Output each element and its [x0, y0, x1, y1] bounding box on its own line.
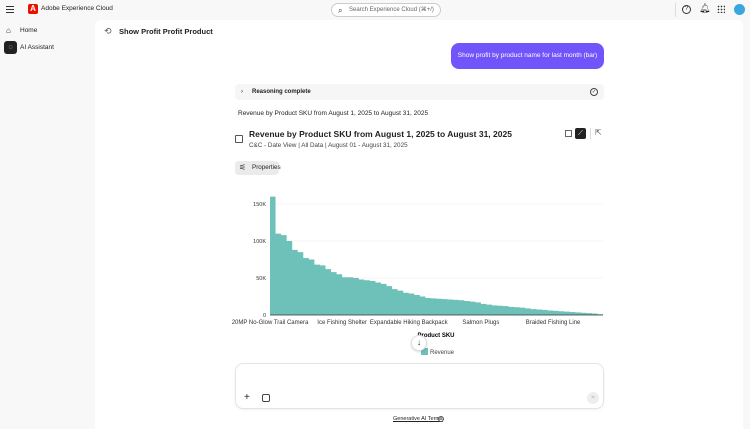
sidebar-item-ai-assistant[interactable]: ◌ AI Assistant [4, 41, 92, 55]
y-tick-label: 50K [256, 276, 266, 282]
card-subtitle: C&C - Date View | All Data | August 01 -… [249, 142, 408, 149]
properties-label: Properties [252, 164, 281, 171]
chevron-right-icon: › [241, 89, 243, 95]
bell-icon[interactable]: 🔔︎ [699, 3, 711, 13]
help-icon[interactable]: ? [682, 5, 691, 14]
divider [590, 128, 591, 139]
y-tick-label: 150K [253, 202, 266, 208]
x-tick-label: Salmon Plugs [462, 320, 499, 326]
ai-assistant-icon: ◌ [4, 41, 17, 54]
x-tick-label: Ice Fishing Shelter [317, 320, 367, 326]
response-text: Revenue by Product SKU from August 1, 20… [238, 110, 429, 117]
page-title: Show Profit Profit Product [119, 27, 213, 36]
legend-label: Revenue [430, 350, 455, 356]
expand-icon[interactable]: ⇱ [595, 128, 602, 137]
plus-icon[interactable]: + [244, 392, 250, 403]
avatar[interactable] [734, 4, 745, 15]
reasoning-label: Reasoning complete [252, 89, 311, 95]
generative-ai-terms-link[interactable]: Generative AI Terms [393, 416, 443, 422]
x-tick-label: Braided Fishing Line [526, 320, 581, 326]
legend-swatch [421, 348, 428, 355]
chat-history-icon: ⟲ [104, 26, 112, 36]
chat-input[interactable]: + ➢ [235, 363, 604, 409]
search-input[interactable]: ⌕ Search Experience Cloud (⌘+/) [331, 3, 441, 17]
top-bar: A Adobe Experience Cloud ⌕ Search Experi… [0, 0, 750, 20]
series-revenue-area [270, 196, 603, 315]
sidebar-item-label: Home [20, 27, 38, 34]
user-message: Show profit by product name for last mon… [451, 43, 604, 69]
x-axis-label: Product SKU [417, 333, 454, 339]
x-tick-label: 20MP No-Glow Trail Camera [232, 320, 309, 326]
y-tick-label: 0 [263, 313, 266, 319]
x-tick-label: Expandable Hiking Backpack [370, 320, 449, 326]
menu-icon[interactable] [6, 5, 14, 13]
sidebar-item-label: AI Assistant [20, 44, 54, 51]
chart-view-button[interactable]: ⟋ [575, 128, 586, 139]
info-icon[interactable]: i [438, 416, 444, 422]
sliders-icon: ⚟ [239, 163, 247, 172]
check-circle-icon: ✓ [590, 88, 598, 96]
properties-button[interactable]: ⚟ Properties [235, 161, 281, 175]
adobe-logo: A [28, 4, 38, 14]
sidebar-item-home[interactable]: ⌂ Home [4, 24, 92, 38]
divider [675, 3, 676, 17]
search-icon: ⌕ [338, 6, 343, 15]
y-tick-label: 100K [253, 239, 266, 245]
scroll-down-button[interactable]: ↓ [411, 335, 427, 351]
send-button[interactable]: ➢ [587, 392, 599, 404]
search-placeholder: Search Experience Cloud (⌘+/) [349, 7, 434, 13]
table-view-button[interactable] [565, 130, 572, 137]
app-title: Adobe Experience Cloud [41, 5, 113, 12]
table-icon [235, 135, 243, 143]
reasoning-toggle[interactable]: › Reasoning complete ✓ [235, 84, 604, 100]
apps-grid-icon[interactable] [717, 5, 725, 13]
attach-context-icon[interactable] [262, 394, 270, 402]
home-icon: ⌂ [6, 26, 11, 35]
card-title: Revenue by Product SKU from August 1, 20… [249, 129, 512, 139]
